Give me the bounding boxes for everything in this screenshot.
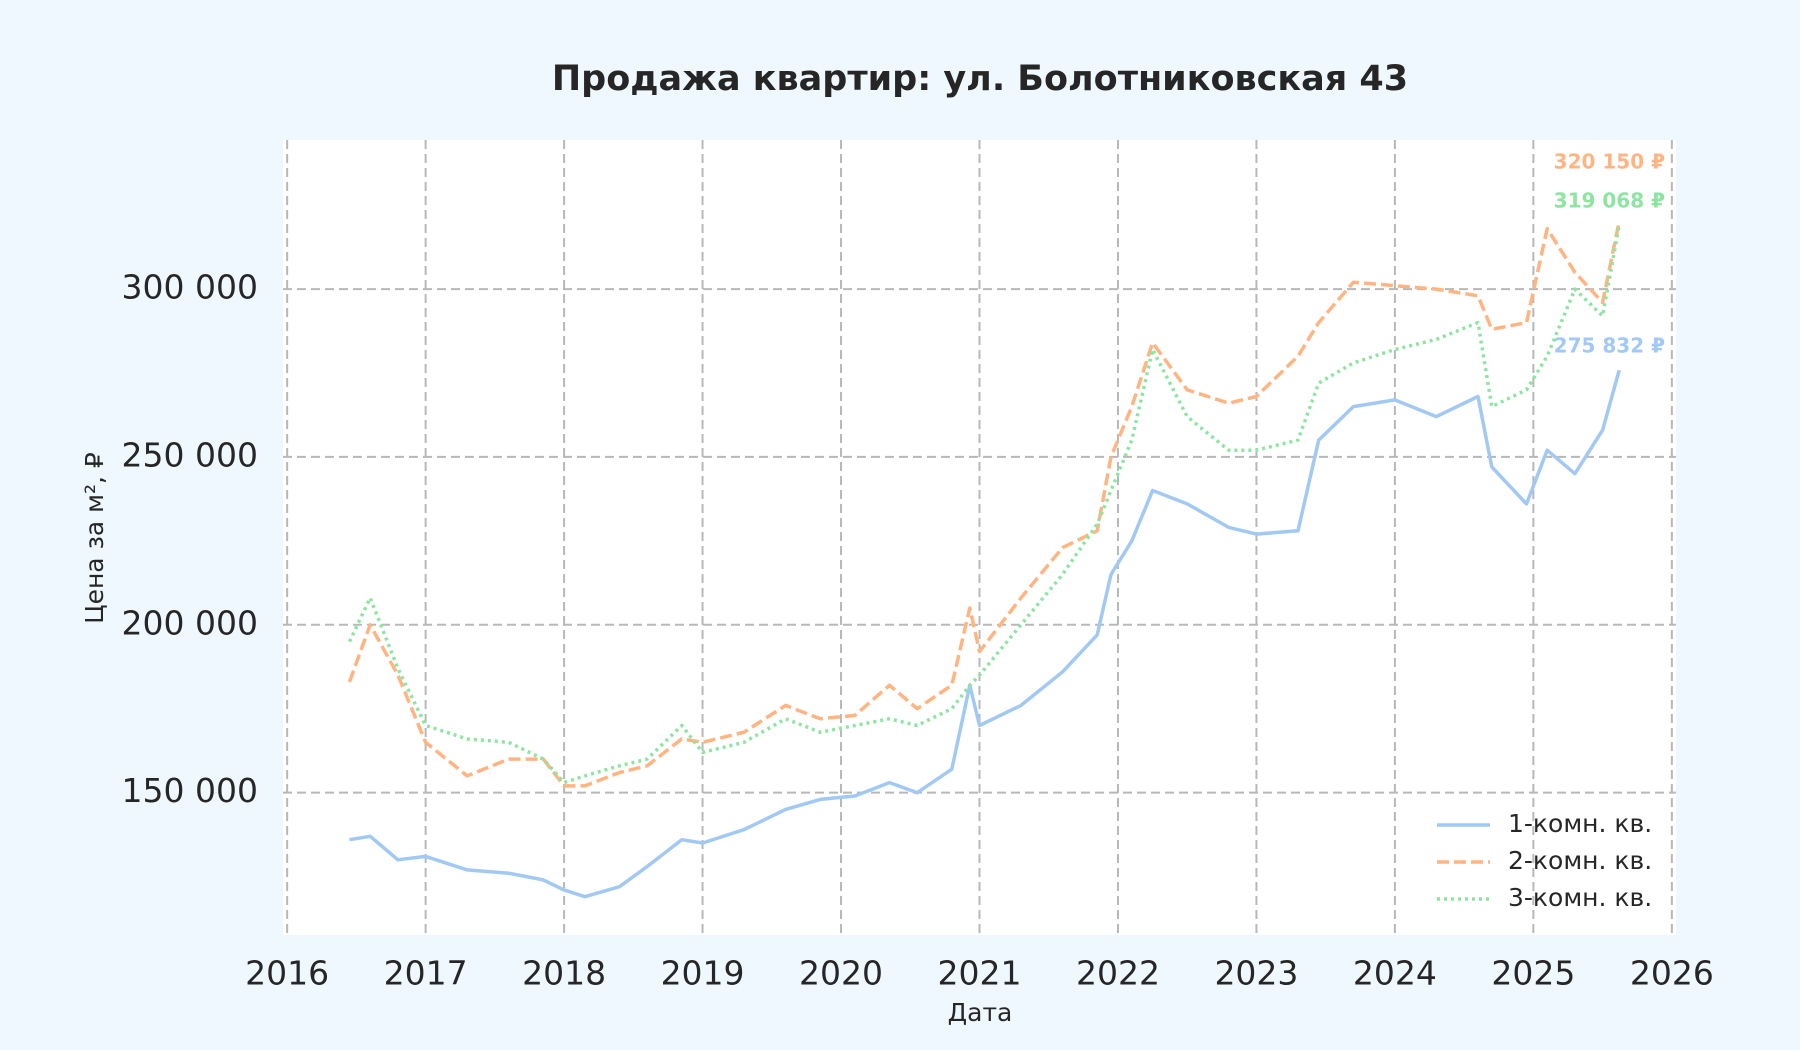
x-tick-label: 2025 [1491,954,1575,993]
y-tick-label: 200 000 [122,603,258,642]
end-value-label: 275 832 ₽ [1554,334,1665,358]
end-value-label: 320 150 ₽ [1554,150,1665,174]
x-tick-label: 2017 [384,954,468,993]
y-tick-label: 250 000 [122,435,258,474]
x-tick-label: 2026 [1630,954,1714,993]
x-tick-label: 2019 [661,954,745,993]
x-tick-label: 2022 [1076,954,1160,993]
legend-label: 1-комн. кв. [1508,809,1652,838]
chart-title: Продажа квартир: ул. Болотниковская 43 [552,59,1408,99]
series-line [349,369,1621,899]
x-tick-label: 2020 [799,954,883,993]
x-axis-label: Дата [948,998,1013,1027]
y-tick-label: 300 000 [122,268,258,307]
x-tick-label: 2023 [1214,954,1298,993]
series-line [347,224,1621,785]
series-line [347,221,1621,788]
x-tick-label: 2016 [245,954,329,993]
legend-label: 3-комн. кв. [1508,883,1652,912]
x-tick-label: 2021 [938,954,1022,993]
legend-label: 2-комн. кв. [1508,846,1652,875]
x-tick-label: 2024 [1353,954,1437,993]
y-tick-label: 150 000 [122,771,258,810]
x-tick-label: 2018 [522,954,606,993]
end-value-label: 319 068 ₽ [1554,189,1665,213]
y-axis-label: Цена за м², ₽ [80,452,109,624]
